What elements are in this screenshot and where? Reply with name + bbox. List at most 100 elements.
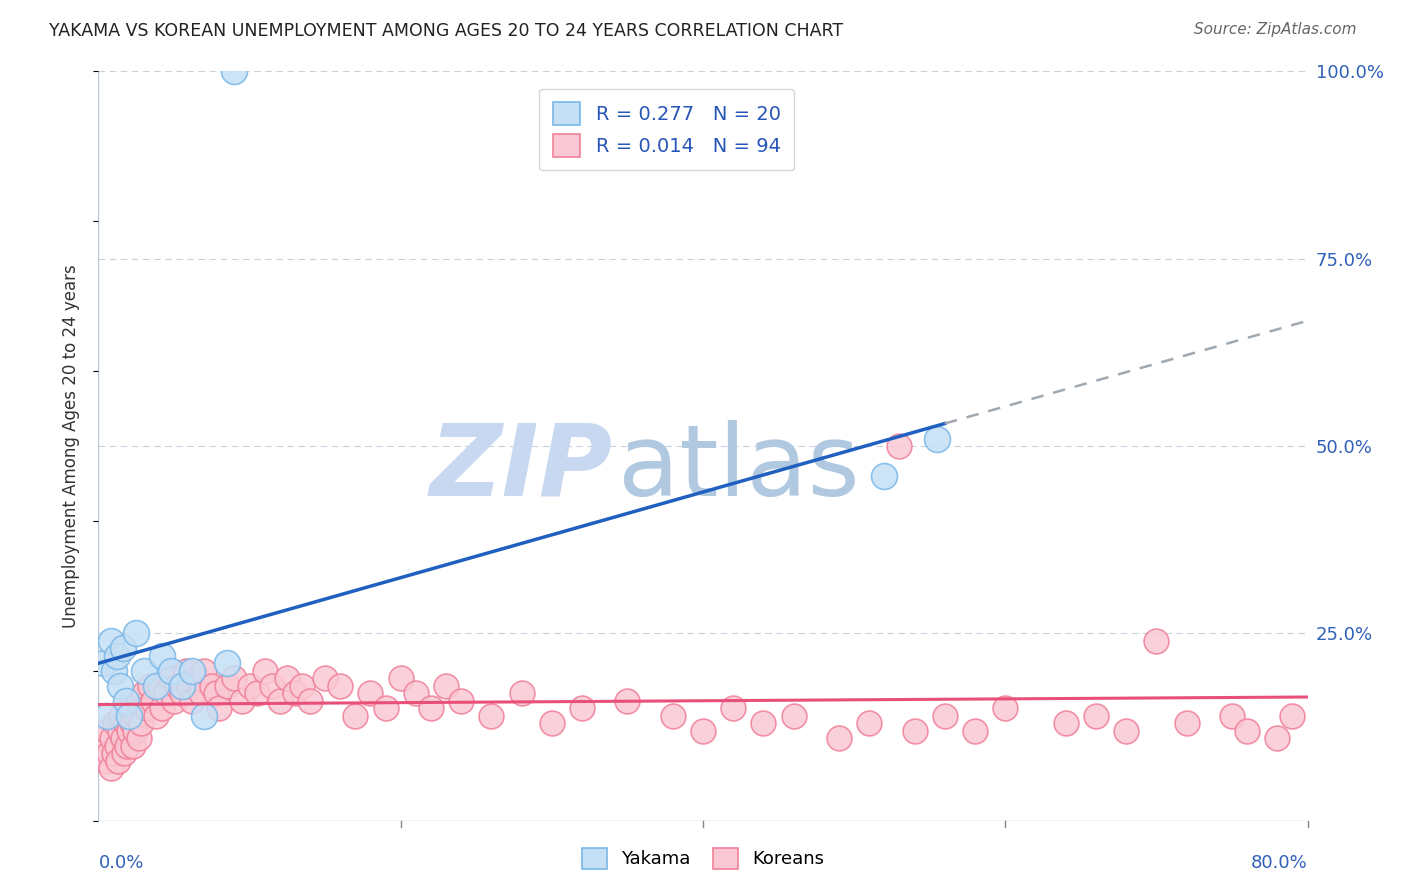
Point	[571, 701, 593, 715]
Point	[120, 701, 142, 715]
Point	[269, 694, 291, 708]
Point	[125, 708, 148, 723]
Legend: R = 0.277   N = 20, R = 0.014   N = 94: R = 0.277 N = 20, R = 0.014 N = 94	[540, 88, 794, 170]
Point	[108, 679, 131, 693]
Point	[105, 739, 128, 753]
Point	[828, 731, 851, 746]
Point	[111, 731, 134, 746]
Point	[299, 694, 322, 708]
Point	[291, 679, 314, 693]
Point	[927, 432, 949, 446]
Point	[205, 686, 228, 700]
Point	[122, 739, 145, 753]
Point	[174, 664, 197, 678]
Point	[889, 439, 911, 453]
Point	[103, 746, 125, 760]
Point	[104, 716, 127, 731]
Point	[150, 648, 173, 663]
Point	[276, 671, 298, 685]
Point	[239, 679, 262, 693]
Point	[374, 701, 396, 715]
Point	[616, 694, 638, 708]
Text: ZIP: ZIP	[429, 420, 613, 517]
Point	[98, 746, 121, 760]
Point	[1220, 708, 1243, 723]
Point	[201, 679, 224, 693]
Point	[148, 679, 170, 693]
Point	[128, 731, 150, 746]
Point	[481, 708, 503, 723]
Point	[193, 708, 215, 723]
Point	[994, 701, 1017, 715]
Point	[1175, 716, 1198, 731]
Point	[145, 679, 167, 693]
Point	[510, 686, 533, 700]
Point	[262, 679, 284, 693]
Point	[121, 716, 143, 731]
Point	[179, 679, 201, 693]
Point	[114, 716, 136, 731]
Point	[115, 739, 138, 753]
Point	[215, 657, 238, 671]
Point	[155, 686, 177, 700]
Point	[94, 754, 117, 768]
Point	[246, 686, 269, 700]
Point	[124, 723, 146, 738]
Text: 0.0%: 0.0%	[98, 855, 143, 872]
Point	[170, 679, 193, 693]
Point	[344, 708, 367, 723]
Point	[132, 686, 155, 700]
Point	[904, 723, 927, 738]
Point	[127, 694, 149, 708]
Point	[965, 723, 987, 738]
Point	[160, 664, 183, 678]
Point	[181, 694, 204, 708]
Point	[100, 761, 122, 775]
Point	[96, 723, 118, 738]
Point	[253, 664, 276, 678]
Point	[93, 657, 115, 671]
Point	[170, 686, 193, 700]
Point	[107, 754, 129, 768]
Point	[389, 671, 412, 685]
Point	[858, 716, 880, 731]
Text: atlas: atlas	[619, 420, 860, 517]
Point	[1085, 708, 1108, 723]
Point	[329, 679, 352, 693]
Point	[1236, 723, 1258, 738]
Point	[208, 701, 231, 715]
Point	[166, 679, 188, 693]
Point	[1281, 708, 1303, 723]
Point	[96, 708, 118, 723]
Point	[139, 679, 162, 693]
Point	[150, 701, 173, 715]
Point	[103, 664, 125, 678]
Point	[284, 686, 307, 700]
Text: YAKAMA VS KOREAN UNEMPLOYMENT AMONG AGES 20 TO 24 YEARS CORRELATION CHART: YAKAMA VS KOREAN UNEMPLOYMENT AMONG AGES…	[49, 22, 844, 40]
Point	[420, 701, 443, 715]
Point	[190, 686, 212, 700]
Point	[934, 708, 956, 723]
Point	[135, 701, 157, 715]
Point	[1267, 731, 1289, 746]
Point	[360, 686, 382, 700]
Point	[181, 664, 204, 678]
Point	[692, 723, 714, 738]
Point	[163, 694, 186, 708]
Point	[160, 671, 183, 685]
Point	[434, 679, 457, 693]
Point	[540, 716, 562, 731]
Point	[118, 723, 141, 738]
Point	[100, 633, 122, 648]
Point	[101, 731, 124, 746]
Point	[111, 641, 134, 656]
Point	[93, 739, 115, 753]
Point	[723, 701, 745, 715]
Y-axis label: Unemployment Among Ages 20 to 24 years: Unemployment Among Ages 20 to 24 years	[62, 264, 80, 628]
Point	[145, 708, 167, 723]
Point	[405, 686, 427, 700]
Point	[193, 664, 215, 678]
Point	[314, 671, 336, 685]
Point	[114, 694, 136, 708]
Point	[1144, 633, 1167, 648]
